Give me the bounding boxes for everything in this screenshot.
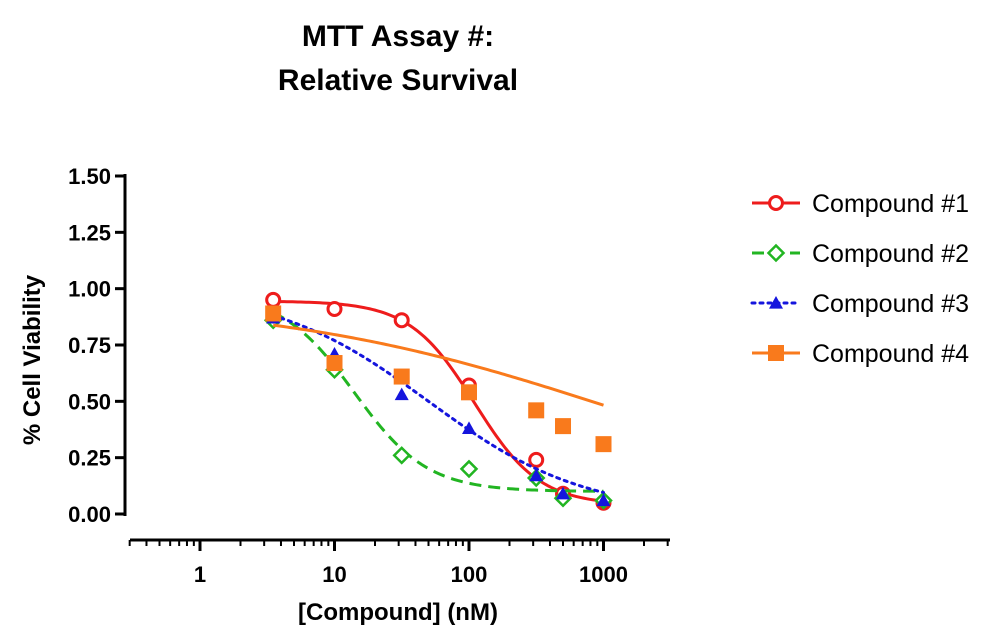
y-tick-label: 0.00	[68, 502, 111, 527]
legend-entry-3: Compound #3	[750, 290, 969, 318]
series-fit-line	[272, 311, 604, 493]
series-fit-line	[273, 299, 604, 503]
data-point	[459, 459, 479, 479]
y-tick-label: 0.50	[68, 389, 111, 414]
y-tick-label: 0.75	[68, 333, 111, 358]
legend-entry-1: Compound #1	[752, 190, 969, 218]
data-point	[265, 291, 282, 308]
legend-label: Compound #3	[812, 290, 969, 318]
axes: 0.00 0.25 0.50 0.75 1.00 1.25 1.50 1 10 100 1000	[68, 164, 670, 587]
x-tick-label: 10	[322, 562, 346, 587]
series-fit-line	[272, 323, 604, 407]
legend-marker	[768, 345, 784, 361]
data-point	[556, 486, 571, 500]
data-point	[462, 421, 476, 434]
legend-entry-2: Compound #2	[752, 240, 969, 268]
legend-entry-4: Compound #4	[752, 340, 969, 368]
legend-label: Compound #4	[812, 340, 969, 368]
data-point	[393, 368, 410, 385]
data-point	[461, 384, 477, 401]
legend-marker	[768, 195, 784, 211]
x-axis-label: [Compound] (nM)	[298, 599, 498, 626]
data-point	[326, 300, 343, 317]
series-3	[266, 310, 611, 507]
x-tick-label: 100	[451, 562, 488, 587]
series-fit-line	[271, 314, 605, 494]
data-point	[393, 312, 410, 329]
chart-title-line-2: Relative Survival	[278, 64, 518, 97]
x-tick-label: 1	[194, 562, 206, 587]
data-point	[265, 305, 282, 322]
data-point	[528, 451, 545, 468]
y-tick-label: 1.50	[68, 164, 111, 189]
legend: Compound #1 Compound #2 Compound #3 Compoun…	[750, 190, 969, 368]
data-point	[529, 468, 544, 482]
legend-label: Compound #2	[812, 240, 969, 268]
legend-marker	[766, 243, 786, 263]
y-axis-label: % Cell Viability	[19, 274, 46, 445]
data-point	[555, 418, 572, 435]
data-point	[596, 493, 611, 507]
legend-marker	[769, 296, 783, 309]
data-point	[528, 402, 545, 419]
y-tick-label: 1.25	[68, 220, 111, 245]
y-tick-label: 0.25	[68, 446, 111, 471]
data-point	[326, 355, 343, 372]
y-tick-label: 1.00	[68, 277, 111, 302]
series-4	[265, 305, 612, 453]
legend-label: Compound #1	[812, 190, 969, 218]
data-point	[392, 446, 411, 465]
data-point	[394, 387, 409, 401]
data-point	[595, 436, 612, 453]
x-tick-label: 1000	[579, 562, 628, 587]
plot-area	[263, 291, 613, 511]
chart-title-line-1: MTT Assay #:	[302, 20, 494, 53]
